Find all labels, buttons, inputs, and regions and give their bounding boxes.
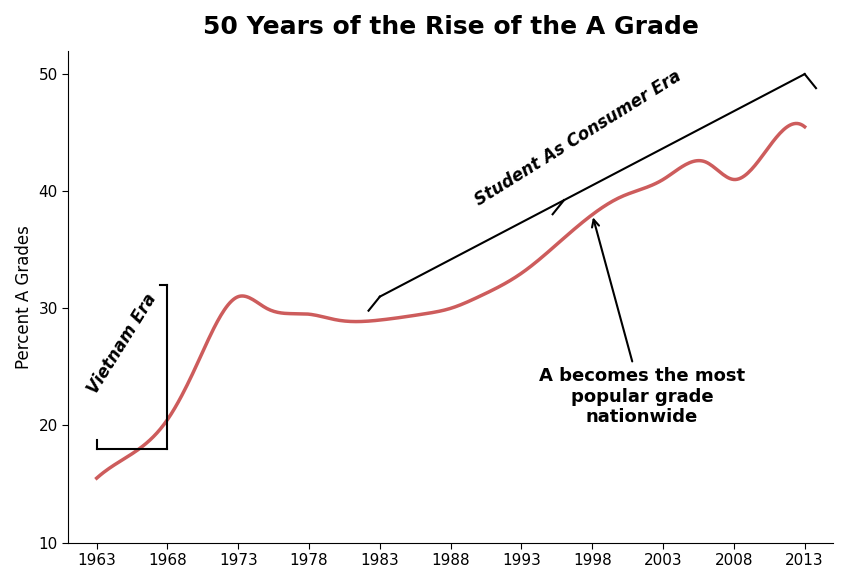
Y-axis label: Percent A Grades: Percent A Grades	[15, 224, 33, 368]
Text: Vietnam Era: Vietnam Era	[84, 290, 160, 397]
Title: 50 Years of the Rise of the A Grade: 50 Years of the Rise of the A Grade	[203, 15, 699, 39]
Text: Student As Consumer Era: Student As Consumer Era	[471, 67, 684, 210]
Text: A becomes the most
popular grade
nationwide: A becomes the most popular grade nationw…	[538, 220, 745, 427]
